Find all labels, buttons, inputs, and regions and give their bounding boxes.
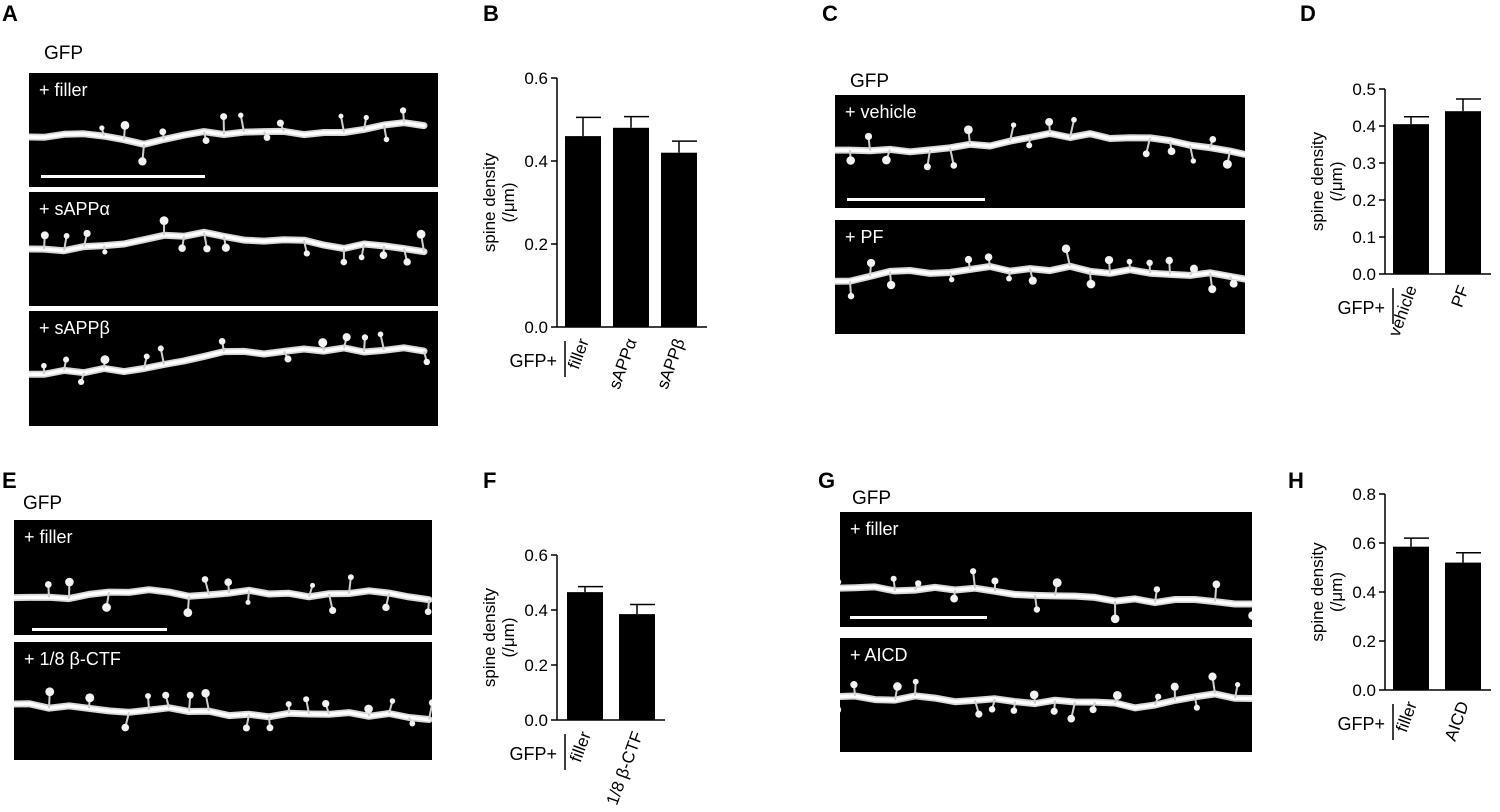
micrograph-c2: + PF <box>835 220 1245 334</box>
group-label: GFP+ <box>509 351 557 371</box>
y-tick-label: 0.2 <box>524 656 548 675</box>
category-label: vehicle <box>1385 283 1421 339</box>
bar-filler <box>567 592 603 720</box>
micrograph-label: + sAPPα <box>39 199 110 219</box>
bar-sAPPα <box>613 127 649 327</box>
y-tick-label: 0.6 <box>524 69 548 88</box>
category-label: 1/8 β-CTF <box>603 729 647 808</box>
y-tick-label: 0.0 <box>1352 265 1376 284</box>
y-axis-label: spine density <box>1308 131 1327 231</box>
panel-label-a: A <box>2 1 18 26</box>
micrograph-label: + vehicle <box>845 102 917 122</box>
y-axis-label: spine density <box>480 152 499 252</box>
panel-label-b: B <box>483 1 499 26</box>
dendrite-image <box>29 331 430 386</box>
panel-label-f: F <box>483 468 497 493</box>
dendrite-image <box>835 244 1245 300</box>
category-label: sAPPα <box>605 336 641 392</box>
y-tick-label: 0.1 <box>1352 228 1376 247</box>
gfp-title-g: GFP <box>852 488 892 509</box>
bar-1/8 β-CTF <box>619 614 655 720</box>
micrograph-label: + filler <box>39 80 88 100</box>
gfp-title-e: GFP <box>23 493 63 514</box>
y-tick-label: 0.8 <box>1352 485 1376 504</box>
micrograph-label: + sAPPβ <box>39 318 110 338</box>
y-axis-label: spine density <box>1308 542 1327 642</box>
y-tick-label: 0.2 <box>1352 191 1376 210</box>
bar-filler <box>1393 546 1429 690</box>
bar-sAPPβ <box>661 152 697 327</box>
category-label: PF <box>1447 283 1472 310</box>
y-axis-label: spine density <box>480 587 499 687</box>
dendrite-image <box>14 687 432 732</box>
category-label: AICD <box>1441 699 1473 744</box>
scale-bar <box>847 198 985 201</box>
y-tick-label: 0.2 <box>1352 632 1376 651</box>
y-tick-label: 0.3 <box>1352 154 1376 173</box>
micrograph-e1: + filler <box>14 520 432 635</box>
panel-label-h: H <box>1288 468 1304 493</box>
dendrite-image <box>835 116 1245 171</box>
micrograph-a3: + sAPPβ <box>29 311 438 426</box>
chart-B: 0.0 0.2 0.4 0.6 spine density (/μm) filler sAPP… <box>480 69 707 392</box>
chart-H: 0.0 0.2 0.4 0.6 0.8 spine density (/μm) filler A… <box>1308 485 1491 744</box>
panel-label-c: C <box>822 1 838 26</box>
micrograph-label: + filler <box>850 519 899 539</box>
group-label: GFP+ <box>1337 298 1385 318</box>
panel-label-e: E <box>2 468 17 493</box>
micrograph-e2: + 1/8 β-CTF <box>14 642 432 760</box>
chart-D: 0.0 0.1 0.2 0.3 0.4 0.5 spine density (/μm) vehi… <box>1308 80 1491 339</box>
y-tick-label: 0.2 <box>524 235 548 254</box>
micrograph-g1: + filler <box>840 512 1252 627</box>
micrograph-g2: + AICD <box>840 638 1252 752</box>
micrograph-c1: + vehicle <box>835 95 1245 208</box>
gfp-title-c: GFP <box>850 71 890 92</box>
y-tick-label: 0.0 <box>524 711 548 730</box>
micrograph-label: + AICD <box>850 645 908 665</box>
y-tick-label: 0.0 <box>524 318 548 337</box>
bar-PF <box>1445 111 1481 274</box>
gfp-title-a: GFP <box>44 43 84 64</box>
y-axis-label: (/μm) <box>499 617 518 657</box>
y-tick-label: 0.4 <box>1352 583 1376 602</box>
y-tick-label: 0.4 <box>524 601 548 620</box>
category-label: filler <box>566 729 595 765</box>
group-label: GFP+ <box>1337 714 1385 734</box>
bar-vehicle <box>1393 124 1429 275</box>
y-axis-label: (/μm) <box>1327 572 1346 612</box>
group-label: GFP+ <box>509 744 557 764</box>
y-axis-label: (/μm) <box>499 182 518 222</box>
micrograph-label: + filler <box>24 527 73 547</box>
bar-filler <box>565 136 601 327</box>
category-label: sAPPβ <box>653 336 689 392</box>
y-tick-label: 0.0 <box>1352 681 1376 700</box>
panel-label-g: G <box>818 468 836 493</box>
scale-bar <box>850 616 987 619</box>
micrograph-a1: + filler <box>29 73 438 187</box>
micrograph-a2: + sAPPα <box>29 192 438 306</box>
y-axis-label: (/μm) <box>1327 161 1346 201</box>
dendrite-image <box>29 216 428 266</box>
y-tick-label: 0.4 <box>524 152 548 171</box>
scale-bar <box>32 628 167 631</box>
category-label: filler <box>564 336 593 372</box>
dendrite-image <box>840 672 1252 723</box>
category-label: filler <box>1392 699 1421 735</box>
scale-bar <box>41 175 205 178</box>
y-tick-label: 0.4 <box>1352 117 1376 136</box>
micrograph-label: + 1/8 β-CTF <box>24 649 121 669</box>
dendrite-image <box>840 568 1252 624</box>
bar-AICD <box>1445 562 1481 690</box>
panel-label-d: D <box>1300 1 1316 26</box>
y-tick-label: 0.6 <box>1352 534 1376 553</box>
y-tick-label: 0.5 <box>1352 80 1376 99</box>
dendrite-image <box>14 574 432 618</box>
dendrite-image <box>29 107 428 166</box>
micrograph-label: + PF <box>845 227 884 247</box>
chart-F: 0.0 0.2 0.4 0.6 spine density (/μm) filler 1/8 … <box>480 546 665 808</box>
y-tick-label: 0.6 <box>524 546 548 565</box>
